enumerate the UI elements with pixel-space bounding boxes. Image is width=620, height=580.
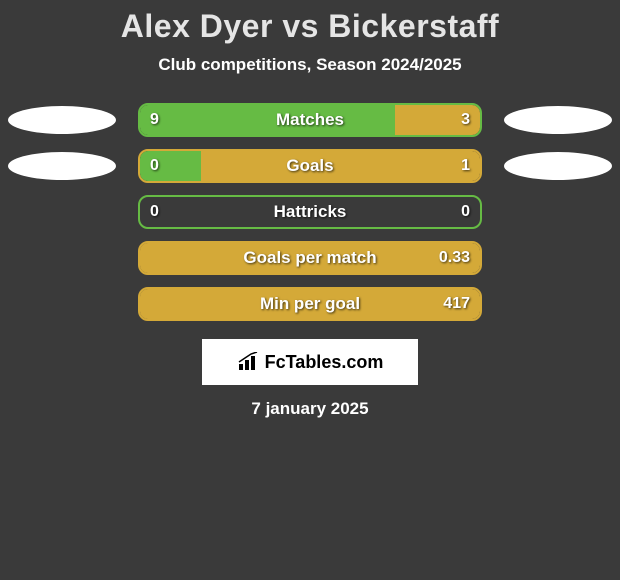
stat-bar: Hattricks0 0 (138, 195, 482, 229)
comparison-card: Alex Dyer vs Bickerstaff Club competitio… (0, 0, 620, 419)
stat-label: Hattricks (140, 197, 480, 227)
stat-rows: Matches93Goals01Hattricks00Goals per mat… (0, 103, 620, 321)
stat-row: Matches9 3 (0, 103, 620, 137)
stat-row: Goals0 1 (0, 149, 620, 183)
player2-oval (504, 152, 612, 180)
vs-label: vs (282, 8, 319, 44)
stat-bar: Matches9 3 (138, 103, 482, 137)
chart-icon (237, 352, 261, 372)
stat-value-left: 0 (150, 151, 159, 181)
stat-row: Min per goal417 (0, 287, 620, 321)
stat-value-right: 3 (461, 105, 470, 135)
date-label: 7 january 2025 (0, 399, 620, 419)
stat-label: Goals per match (140, 243, 480, 273)
stat-value-right: 417 (443, 289, 470, 319)
stat-value-right: 0.33 (439, 243, 470, 273)
stat-value-left: 9 (150, 105, 159, 135)
stat-row: Goals per match0.33 (0, 241, 620, 275)
logo-text: FcTables.com (265, 352, 384, 373)
logo: FcTables.com (237, 352, 384, 373)
player1-oval (8, 106, 116, 134)
player1-oval (8, 152, 116, 180)
page-title: Alex Dyer vs Bickerstaff (0, 8, 620, 45)
player2-oval (504, 106, 612, 134)
player2-name: Bickerstaff (328, 8, 499, 44)
player1-name: Alex Dyer (121, 8, 273, 44)
stat-label: Min per goal (140, 289, 480, 319)
logo-box: FcTables.com (202, 339, 418, 385)
stat-value-right: 0 (461, 197, 470, 227)
stat-bar: Min per goal417 (138, 287, 482, 321)
stat-bar: Goals0 1 (138, 149, 482, 183)
stat-label: Goals (140, 151, 480, 181)
stat-bar: Goals per match0.33 (138, 241, 482, 275)
subtitle: Club competitions, Season 2024/2025 (0, 55, 620, 75)
stat-value-left: 0 (150, 197, 159, 227)
stat-label: Matches (140, 105, 480, 135)
stat-value-right: 1 (461, 151, 470, 181)
stat-row: Hattricks0 0 (0, 195, 620, 229)
